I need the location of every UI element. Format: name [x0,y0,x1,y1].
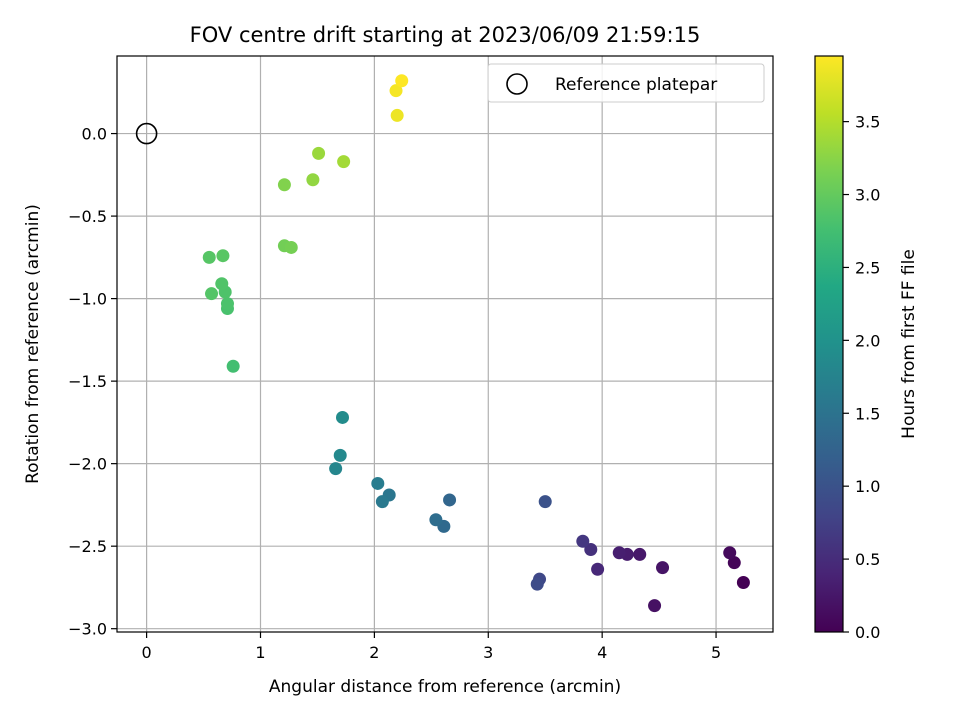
data-point [736,575,750,589]
data-point [443,493,457,507]
data-points [202,74,750,613]
data-point [202,250,216,264]
data-point [576,534,590,548]
data-point [633,547,647,561]
data-point [306,173,320,187]
x-tick-label: 4 [597,643,607,662]
y-tick-label: −0.5 [68,207,107,226]
chart-title: FOV centre drift starting at 2023/06/09 … [190,23,701,47]
data-point [538,495,552,509]
colorbar-tick-label: 0.5 [855,550,880,569]
data-point [216,249,230,263]
reference-point-marker [135,122,158,145]
data-point [226,359,240,373]
data-point [215,277,229,291]
colorbar-label: Hours from first FF file [899,249,919,439]
x-tick-label: 0 [142,643,152,662]
data-point [591,562,605,576]
data-point [375,495,389,509]
colorbar-ticks: 0.0 0.5 1.0 1.5 2.0 2.5 3.0 3.5 [843,113,880,642]
y-axis-ticks: 0.0 −0.5 −1.0 −1.5 −2.0 −2.5 −3.0 [68,125,117,639]
plot-frame [116,55,774,633]
y-tick-label: −2.5 [68,537,107,556]
legend: Reference platepar [487,63,765,103]
x-tick-label: 5 [711,643,721,662]
colorbar-tick-label: 2.5 [855,258,880,277]
y-tick-label: −2.0 [68,455,107,474]
data-point [390,108,404,122]
y-tick-label: 0.0 [82,125,107,144]
data-point [205,287,219,301]
colorbar-tick-label: 0.0 [855,623,880,642]
data-point [612,546,626,560]
data-point [277,178,291,192]
legend-marker-open-circle [506,73,528,95]
legend-box [487,63,765,103]
data-point [429,513,443,527]
data-point [284,240,298,254]
y-tick-label: −1.0 [68,290,107,309]
data-point [727,556,741,570]
colorbar-tick-label: 1.5 [855,404,880,423]
y-axis-label: Rotation from reference (arcmin) [23,204,43,484]
data-point [723,546,737,560]
data-point [329,462,343,476]
colorbar-tick-label: 3.5 [855,113,880,132]
colorbar-tick-label: 2.0 [855,331,880,350]
colorbar [814,55,844,633]
legend-label: Reference platepar [555,75,717,95]
data-point [656,561,670,575]
data-point [584,542,598,556]
x-axis-label: Angular distance from reference (arcmin) [269,677,621,697]
y-tick-label: −1.5 [68,372,107,391]
y-tick-label: −3.0 [68,620,107,639]
data-point [389,84,403,98]
x-tick-label: 1 [255,643,265,662]
data-point [336,410,349,424]
data-point [333,448,347,462]
x-tick-label: 2 [369,643,379,662]
x-tick-label: 3 [483,643,493,662]
data-point [337,155,351,169]
data-point [648,599,662,613]
data-point [395,74,409,88]
data-point [312,146,326,160]
data-point [530,577,544,591]
x-axis-ticks: 0 1 2 3 4 5 [142,632,721,662]
data-point [371,476,385,490]
grid [117,56,773,632]
colorbar-tick-label: 3.0 [855,186,880,205]
data-point [220,297,234,311]
colorbar-tick-label: 1.0 [855,477,880,496]
